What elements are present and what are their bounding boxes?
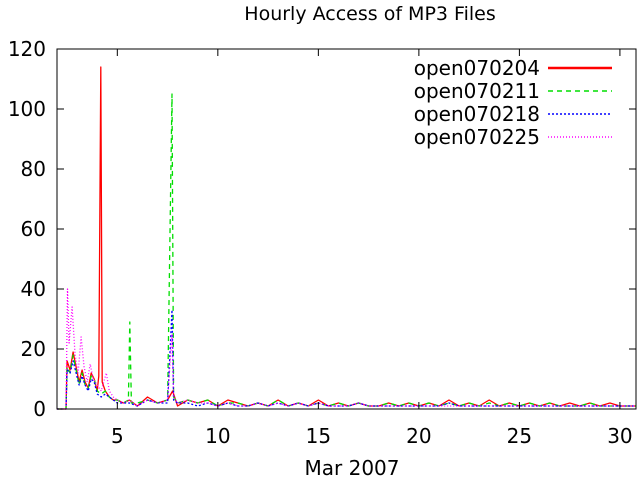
x-axis: 5 10 15 20 25 30 xyxy=(111,49,633,448)
series-line-3 xyxy=(57,288,636,410)
legend-label-3: open070225 xyxy=(414,125,540,149)
x-tick-label: 25 xyxy=(507,424,532,448)
y-tick-label: 100 xyxy=(8,97,46,121)
y-tick-label: 40 xyxy=(21,277,46,301)
chart-title: Hourly Access of MP3 Files xyxy=(244,3,495,25)
x-tick-label: 30 xyxy=(607,424,632,448)
series-line-0 xyxy=(57,66,636,410)
y-axis: 0 20 40 60 80 100 120 xyxy=(8,37,636,421)
legend-label-0: open070204 xyxy=(414,56,540,80)
series-line-1 xyxy=(57,93,636,410)
plot-frame xyxy=(56,48,637,410)
y-tick-label: 80 xyxy=(21,157,46,181)
series-line-2 xyxy=(57,309,636,410)
x-tick-label: 15 xyxy=(306,424,331,448)
x-tick-label: 10 xyxy=(205,424,230,448)
x-tick-label: 20 xyxy=(406,424,431,448)
y-tick-label: 120 xyxy=(8,37,46,61)
x-axis-label: Mar 2007 xyxy=(305,456,400,480)
legend-label-2: open070218 xyxy=(414,102,540,126)
x-tick-label: 5 xyxy=(111,424,124,448)
legend-label-1: open070211 xyxy=(414,79,540,103)
y-tick-label: 20 xyxy=(21,337,46,361)
series-layer xyxy=(57,66,636,410)
y-tick-label: 60 xyxy=(21,217,46,241)
y-tick-label: 0 xyxy=(33,397,46,421)
